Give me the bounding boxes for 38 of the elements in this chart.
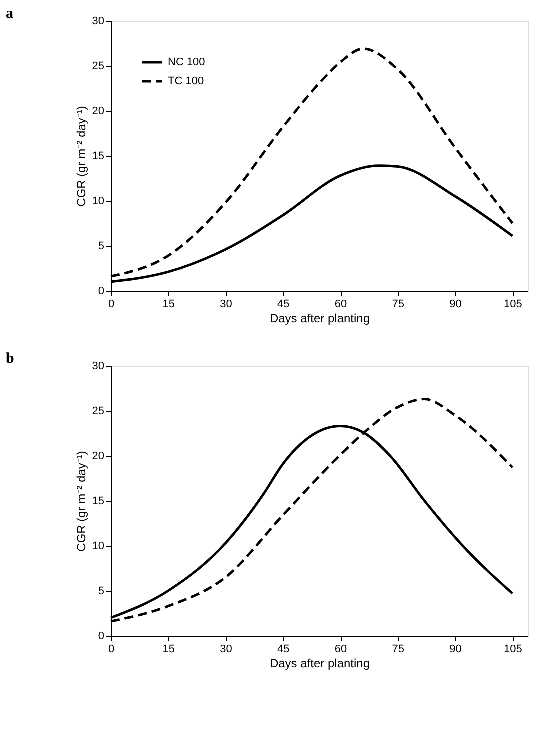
- x-tick-label: 45: [278, 644, 290, 656]
- x-tick-label: 15: [162, 644, 176, 656]
- x-tick-label: 60: [334, 298, 348, 310]
- x-axis-title: Days after planting: [270, 312, 370, 326]
- x-tick-label: 105: [504, 644, 522, 656]
- x-axis-title: Days after planting: [270, 656, 370, 670]
- x-tick-label: 60: [334, 644, 348, 656]
- y-tick-label: 15: [92, 150, 104, 162]
- x-tick-label: 30: [220, 644, 232, 656]
- x-tick-label: 75: [392, 644, 405, 656]
- y-tick-label: 20: [92, 106, 104, 118]
- legend-label: TC 100: [168, 76, 204, 88]
- x-tick-label: 0: [108, 298, 115, 310]
- y-tick-label: 0: [98, 286, 104, 298]
- y-tick-label: 15: [92, 496, 104, 508]
- x-tick-label: 45: [278, 298, 290, 310]
- y-tick-label: 5: [98, 240, 104, 252]
- legend-label: NC 100: [168, 56, 206, 68]
- y-axis-title: CGR (gr m⁻² day⁻¹): [74, 451, 88, 552]
- x-tick-label: 75: [392, 298, 405, 310]
- y-tick-label: 0: [98, 630, 104, 642]
- chart-title: a: [6, 6, 14, 22]
- chart-title: b: [6, 351, 14, 367]
- x-tick-label: 30: [220, 298, 232, 310]
- x-tick-label: 90: [450, 644, 462, 656]
- x-tick-label: 15: [162, 298, 176, 310]
- y-tick-label: 30: [92, 16, 104, 28]
- y-tick-label: 10: [92, 540, 104, 552]
- x-tick-label: 90: [450, 298, 462, 310]
- y-tick-label: 25: [92, 60, 104, 72]
- x-tick-label: 105: [504, 298, 522, 310]
- y-tick-label: 25: [92, 406, 104, 418]
- y-axis-title: CGR (gr m⁻² day⁻¹): [74, 106, 88, 207]
- y-tick-label: 20: [92, 450, 104, 462]
- y-tick-label: 10: [92, 196, 104, 208]
- y-tick-label: 5: [98, 586, 104, 598]
- x-tick-label: 0: [108, 644, 115, 656]
- y-tick-label: 30: [92, 360, 104, 372]
